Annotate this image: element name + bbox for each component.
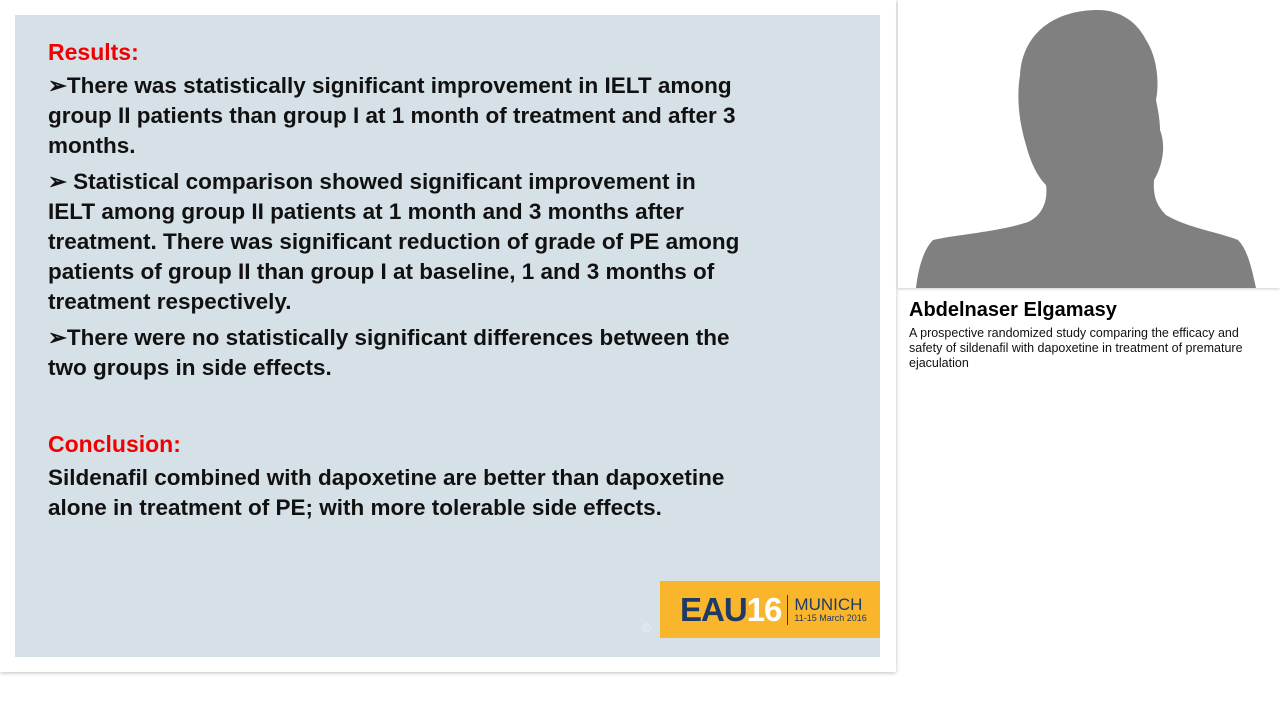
person-silhouette-icon [916,10,1256,288]
text-line: treatment. There was significant reducti… [48,229,740,254]
conclusion-text: Sildenafil combined with dapoxetine are … [48,463,848,523]
logo-year: 16 [746,590,783,628]
logo-city: MUNICH [794,594,863,614]
text-line: Sildenafil combined with dapoxetine are … [48,465,725,490]
result-bullet-1: ➢There was statistically significant imp… [48,71,848,161]
slide-content: Results: ➢There was statistically signif… [48,37,848,529]
logo-eau: EAU [680,590,748,628]
text-line: alone in treatment of PE; with more tole… [48,495,662,520]
slide-frame: Results: ➢There was statistically signif… [15,15,880,657]
results-heading: Results: [48,39,139,65]
speaker-photo [898,0,1280,288]
text-line: ➢There were no statistically significant… [48,325,730,350]
text-line: ➢ Statistical comparison showed signific… [48,169,696,194]
logo-divider [787,594,789,625]
logo-dates: 11-15 March 2016 [794,612,867,623]
text-line: group II patients than group I at 1 mont… [48,103,736,128]
text-line: two groups in side effects. [48,355,332,380]
presentation-title: A prospective randomized study comparing… [909,326,1243,370]
text-line: IELT among group II patients at 1 month … [48,199,684,224]
speaker-name: Abdelnaser Elgamasy [909,299,1117,321]
text-line: months. [48,133,136,158]
speaker-info: Abdelnaser Elgamasy A prospective random… [909,298,1269,371]
slide: Results: ➢There was statistically signif… [15,15,880,657]
result-bullet-3: ➢There were no statistically significant… [48,323,848,383]
eau16-logo: EAU 16 MUNICH 11-15 March 2016 [660,581,880,638]
conclusion-heading: Conclusion: [48,431,181,457]
text-line: patients of group II than group I at bas… [48,259,715,284]
copyright-mark: © [642,621,651,635]
result-bullet-2: ➢ Statistical comparison showed signific… [48,167,848,317]
text-line: ➢There was statistically significant imp… [48,73,732,98]
text-line: treatment respectively. [48,289,292,314]
